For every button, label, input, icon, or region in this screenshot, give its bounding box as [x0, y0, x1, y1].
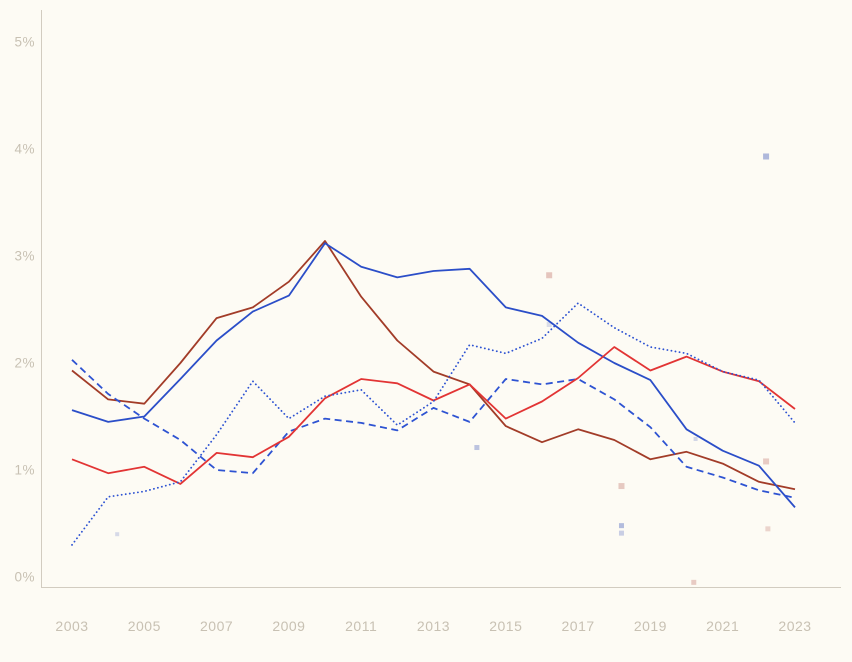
y-axis-tick-label: 2% — [14, 356, 35, 371]
series-blue-dotted-line — [71, 302, 796, 546]
x-axis-tick-label: 2019 — [634, 618, 667, 634]
scatter-marker — [546, 321, 552, 327]
x-axis-tick-label: 2005 — [128, 618, 161, 634]
scatter-marker — [474, 445, 480, 451]
x-axis-tick-label: 2009 — [272, 618, 305, 634]
scatter-marker — [765, 526, 771, 532]
scatter-marker — [763, 153, 770, 160]
scatter-marker — [693, 436, 698, 441]
y-axis-tick-label: 0% — [14, 570, 35, 585]
x-axis-tick-label: 2007 — [200, 618, 233, 634]
scatter-marker — [691, 579, 697, 585]
y-axis-tick-label: 5% — [14, 35, 35, 50]
series-blue-solid-line — [71, 242, 796, 508]
x-axis-tick-label: 2003 — [55, 618, 88, 634]
y-axis-tick-label: 4% — [14, 142, 35, 157]
x-axis-tick-label: 2021 — [706, 618, 739, 634]
y-axis-tick-label: 1% — [14, 463, 35, 478]
scatter-marker — [618, 483, 625, 490]
scatter-marker — [546, 272, 553, 279]
scatter-marker — [115, 532, 120, 537]
x-axis-tick-label: 2015 — [489, 618, 522, 634]
x-axis-tick-label: 2017 — [562, 618, 595, 634]
series-blue-dashed-line — [71, 359, 796, 499]
y-axis-tick-label: 3% — [14, 249, 35, 264]
scatter-marker — [763, 458, 770, 465]
x-axis-tick-label: 2011 — [345, 618, 377, 634]
x-axis-tick-label: 2013 — [417, 618, 450, 634]
series-darkred-solid-line — [71, 240, 796, 491]
series-red-solid-line — [71, 346, 796, 485]
scatter-marker — [618, 530, 624, 536]
x-axis-tick-label: 2023 — [778, 618, 811, 634]
scatter-marker — [618, 523, 624, 529]
